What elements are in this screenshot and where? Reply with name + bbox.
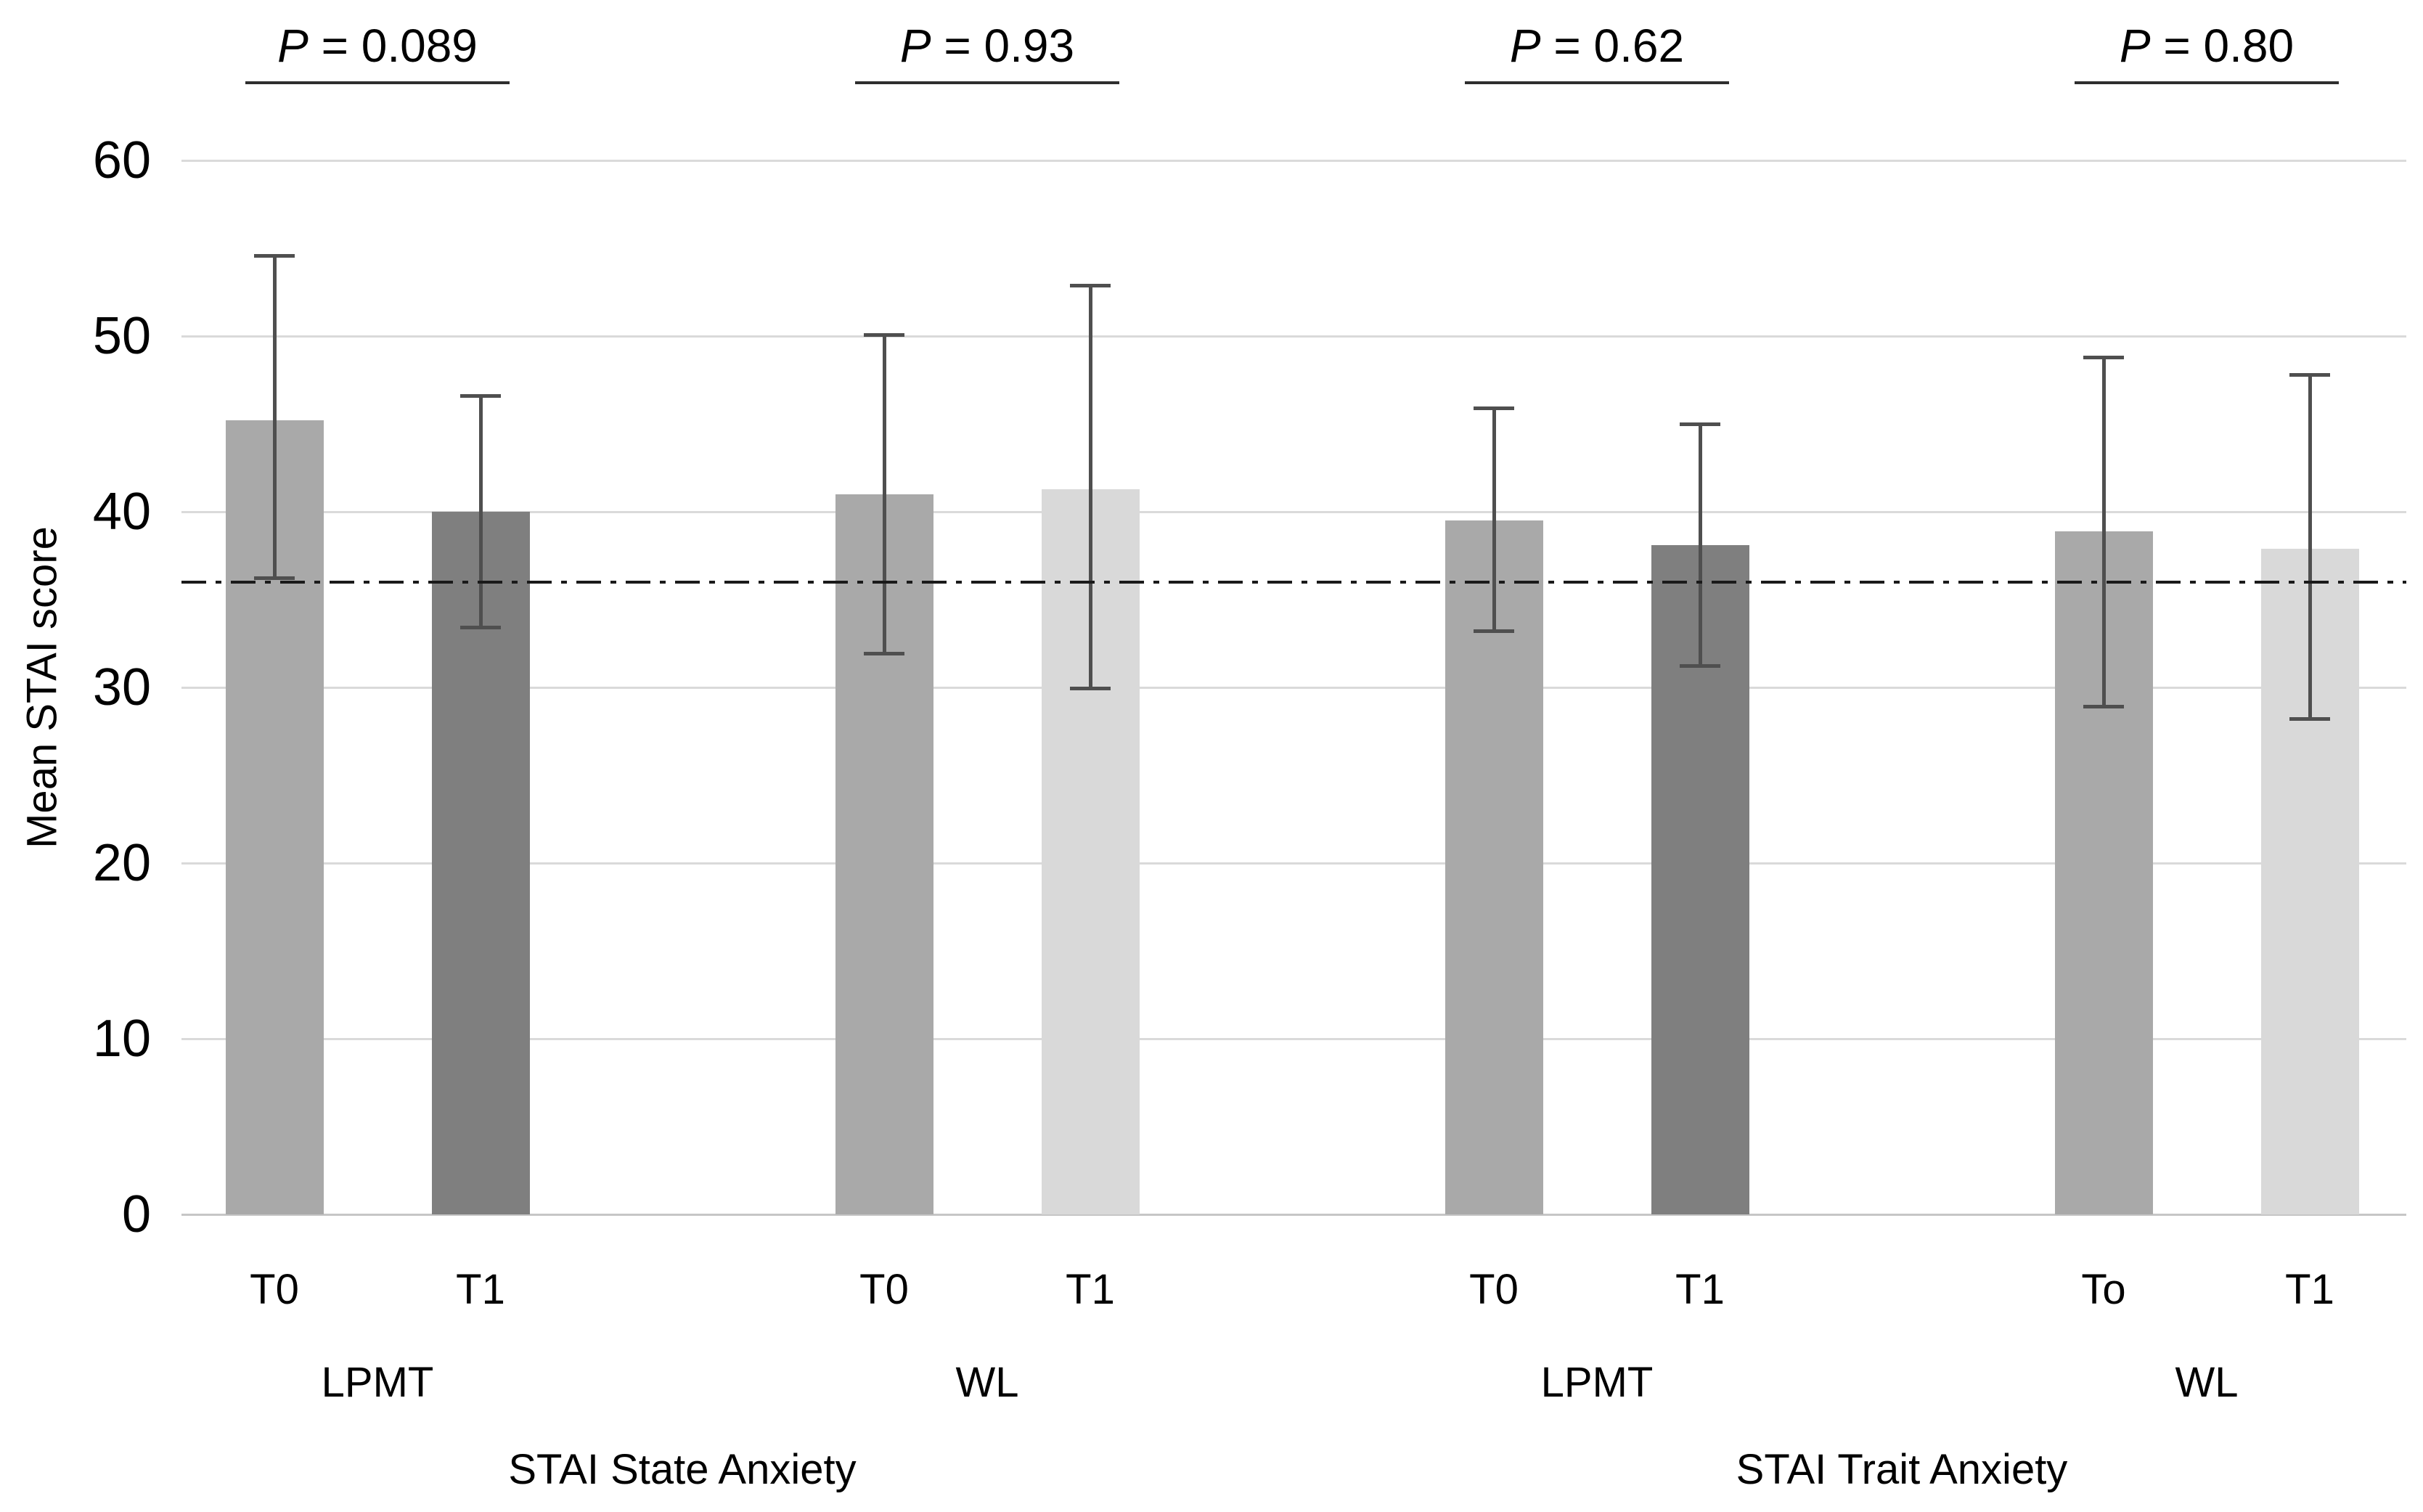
x-tick-label: T0 bbox=[250, 1266, 299, 1313]
error-bar-cap-top bbox=[864, 332, 904, 337]
error-bar bbox=[273, 255, 277, 579]
error-bar bbox=[2308, 375, 2312, 719]
error-bar-cap-top bbox=[1680, 422, 1720, 426]
group-label: WL bbox=[2175, 1359, 2239, 1406]
x-tick-label: T1 bbox=[1675, 1266, 1725, 1313]
p-value-underline bbox=[2075, 81, 2339, 84]
error-bar-cap-bottom bbox=[864, 652, 904, 656]
gridline-60 bbox=[181, 160, 2406, 162]
y-tick-label: 60 bbox=[92, 131, 151, 189]
p-value-label: P = 0.62 bbox=[1509, 20, 1685, 72]
p-value-underline bbox=[855, 81, 1119, 84]
gridline-30 bbox=[181, 687, 2406, 689]
error-bar bbox=[1699, 424, 1702, 666]
gridline-20 bbox=[181, 862, 2406, 865]
bar-LPMT-T0 bbox=[1445, 520, 1543, 1214]
p-value-label: P = 0.089 bbox=[277, 20, 478, 72]
error-bar-cap-top bbox=[1070, 283, 1111, 287]
p-value-label: P = 0.80 bbox=[2119, 20, 2295, 72]
y-tick-label: 0 bbox=[121, 1185, 151, 1243]
y-tick-label: 30 bbox=[92, 658, 151, 716]
error-bar-cap-top bbox=[1474, 406, 1514, 411]
p-italic: P bbox=[2119, 20, 2151, 72]
gridline-50 bbox=[181, 335, 2406, 338]
error-bar bbox=[1089, 285, 1092, 690]
x-tick-label: T1 bbox=[2285, 1266, 2334, 1313]
error-bar bbox=[1492, 408, 1496, 632]
p-value-underline bbox=[1465, 81, 1729, 84]
y-tick-label: 50 bbox=[92, 307, 151, 365]
group-label: LPMT bbox=[321, 1359, 434, 1406]
y-tick-label: 40 bbox=[92, 483, 151, 541]
error-bar-cap-bottom bbox=[1474, 629, 1514, 633]
group-label: WL bbox=[955, 1359, 1019, 1406]
p-italic: P bbox=[899, 20, 931, 72]
error-bar-cap-bottom bbox=[254, 576, 295, 580]
error-bar-cap-top bbox=[460, 394, 501, 399]
error-bar-cap-top bbox=[2289, 373, 2330, 377]
p-italic: P bbox=[277, 20, 309, 72]
x-tick-label: T0 bbox=[1469, 1266, 1519, 1313]
x-tick-label: To bbox=[2081, 1266, 2126, 1313]
p-italic: P bbox=[1509, 20, 1541, 72]
error-bar-cap-top bbox=[254, 253, 295, 258]
gridline-40 bbox=[181, 511, 2406, 513]
group-label: LPMT bbox=[1540, 1359, 1654, 1406]
error-bar-cap-bottom bbox=[1680, 663, 1720, 668]
section-label: STAI Trait Anxiety bbox=[1736, 1446, 2068, 1493]
error-bar-cap-bottom bbox=[1070, 687, 1111, 691]
p-value-label: P = 0.93 bbox=[899, 20, 1075, 72]
gridline-10 bbox=[181, 1038, 2406, 1040]
x-tick-label: T0 bbox=[859, 1266, 909, 1313]
error-bar bbox=[883, 334, 886, 655]
x-axis-baseline bbox=[181, 1214, 2406, 1216]
error-bar bbox=[2102, 357, 2106, 707]
y-tick-label: 10 bbox=[92, 1010, 151, 1068]
error-bar-cap-bottom bbox=[460, 625, 501, 629]
error-bar-cap-top bbox=[2083, 356, 2124, 360]
y-tick-label: 20 bbox=[92, 834, 151, 892]
error-bar bbox=[479, 396, 483, 628]
error-bar-cap-bottom bbox=[2083, 704, 2124, 708]
error-bar-cap-bottom bbox=[2289, 716, 2330, 721]
reference-line bbox=[181, 580, 2406, 584]
p-value-underline bbox=[245, 81, 510, 84]
x-tick-label: T1 bbox=[456, 1266, 505, 1313]
x-tick-label: T1 bbox=[1066, 1266, 1115, 1313]
section-label: STAI State Anxiety bbox=[508, 1446, 857, 1493]
